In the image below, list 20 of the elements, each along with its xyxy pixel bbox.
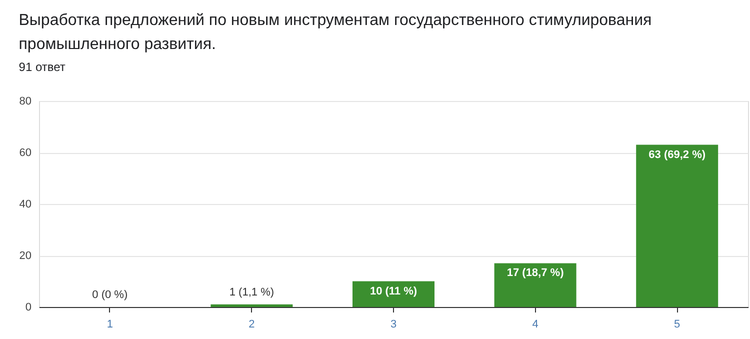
data-label: 63 (69,2 %) [648, 148, 706, 161]
data-label: 1 (1,1 %) [229, 286, 274, 298]
y-tick-label: 80 [19, 96, 32, 108]
chart-title: Выработка предложений по новым инструментам государственного стимулирования промышленного развития. [18, 12, 652, 53]
x-tick-label: 3 [390, 318, 397, 330]
x-tick-label: 2 [248, 318, 255, 330]
y-tick-label: 20 [19, 250, 32, 262]
data-label: 17 (18,7 %) [506, 267, 564, 280]
x-tick-label: 1 [106, 318, 113, 330]
x-tick-label: 5 [674, 318, 680, 330]
y-tick-label: 40 [19, 198, 32, 210]
data-label: 10 (11 %) [370, 285, 418, 298]
y-tick-label: 60 [19, 147, 32, 159]
chart-subtitle: 91 ответ [18, 60, 66, 74]
bar [210, 304, 293, 307]
y-tick-label: 0 [25, 302, 32, 314]
data-label: 0 (0 %) [92, 289, 128, 301]
bar [494, 263, 576, 307]
x-tick-label: 4 [532, 318, 538, 330]
bar [636, 144, 718, 307]
